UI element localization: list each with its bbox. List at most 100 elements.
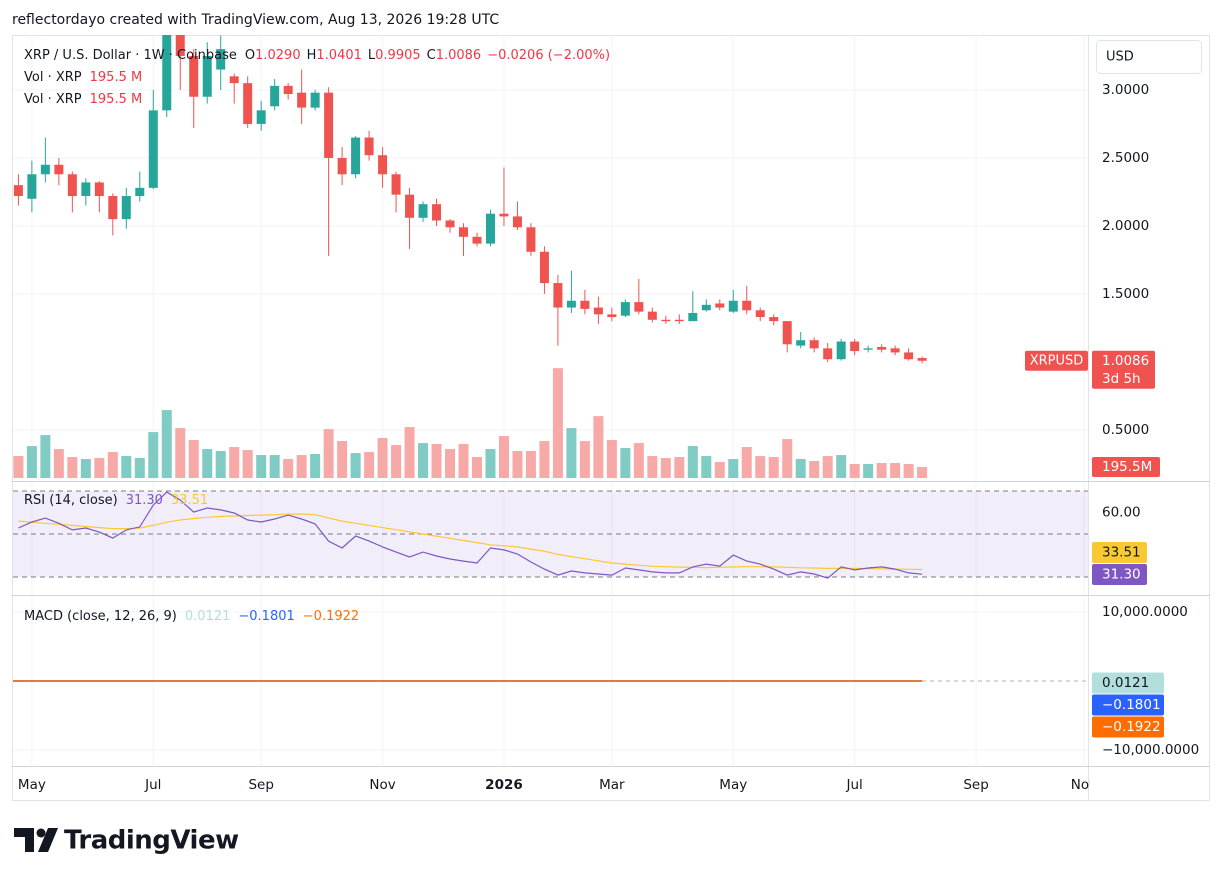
brand-logo: TradingView	[14, 826, 240, 856]
volume-bar	[40, 435, 51, 478]
brand-name: TradingView	[64, 826, 239, 856]
volume-bar	[337, 441, 348, 478]
volume-bar	[741, 447, 752, 478]
volume-bar	[876, 463, 887, 478]
candle-body	[742, 300, 752, 311]
volume-bar	[458, 444, 469, 478]
volume-bar	[283, 459, 294, 478]
logo-shape	[14, 828, 34, 852]
candle-body	[54, 164, 64, 175]
candle-body	[202, 55, 212, 97]
grid	[13, 35, 1088, 765]
volume-bar	[917, 466, 928, 478]
volume-bar	[795, 459, 806, 478]
volume-value: 195.5 M	[90, 70, 143, 85]
volume-bar	[674, 457, 685, 478]
volume-bar	[350, 453, 361, 478]
macd-hist-value: 0.0121	[185, 609, 231, 624]
candle-body	[135, 187, 145, 197]
currency-label[interactable]: USD	[1106, 50, 1134, 65]
volume-bar	[849, 464, 860, 478]
candle-body	[836, 341, 846, 360]
volume-bar	[809, 461, 820, 478]
candle-body	[216, 49, 226, 70]
volume-bar	[755, 456, 766, 478]
x-tick-label: May	[719, 777, 747, 793]
candle-body	[809, 340, 819, 349]
candle-body	[526, 227, 536, 252]
candle-body	[108, 196, 118, 220]
x-tick-label: May	[18, 777, 46, 793]
candle-body	[850, 341, 860, 352]
volume-bar	[620, 448, 631, 478]
candle-body	[243, 83, 253, 124]
volume-bar	[13, 456, 24, 478]
volume-bar	[768, 457, 779, 478]
attribution: reflectordayo created with TradingView.c…	[12, 12, 499, 28]
macd-legend: MACD (close, 12, 26, 9) 0.0121 −0.1801 −0.1…	[24, 609, 359, 624]
candle-body	[364, 137, 374, 156]
candle-body	[728, 300, 738, 312]
volume-bar	[593, 416, 604, 478]
volume-bar	[26, 446, 37, 478]
y-tick-label: 2.5000	[1102, 150, 1149, 166]
legend-key: L	[368, 48, 376, 63]
legend-key: C	[427, 48, 436, 63]
candle-body	[459, 227, 469, 237]
volume-bar	[121, 456, 132, 478]
volume-bar	[175, 428, 186, 478]
volume-bar	[822, 456, 833, 478]
candle-body	[580, 300, 590, 309]
countdown: 3d 5h	[1102, 371, 1141, 387]
candle-body	[13, 185, 23, 197]
legend-key: H	[307, 48, 317, 63]
legend-low: 0.9905	[375, 48, 421, 63]
volume-bar	[836, 455, 847, 478]
volume-name: Vol · XRP	[24, 70, 82, 85]
volume-bar	[431, 444, 442, 478]
macd-signal-value: −0.1922	[303, 609, 359, 624]
volume-value: 195.5 M	[90, 92, 143, 107]
volume-bar	[728, 459, 739, 478]
x-tick-label: Nov	[1071, 777, 1097, 793]
rsi-ma-tag: 33.51	[1102, 545, 1141, 561]
volume-tag-bg	[1092, 457, 1160, 477]
volume-bar	[53, 449, 64, 478]
candle-body	[553, 283, 563, 308]
volume-bar	[633, 443, 644, 478]
macd-name: MACD (close, 12, 26, 9)	[24, 609, 177, 624]
candle-body	[661, 319, 671, 322]
candle-body	[229, 76, 239, 84]
candle-body	[148, 110, 158, 188]
legend-open: 1.0290	[255, 48, 301, 63]
volume-bar	[512, 451, 523, 478]
candle-body	[917, 358, 927, 361]
volume-legend: Vol · XRP 195.5 M	[24, 92, 142, 107]
rsi-tag: 31.30	[1102, 567, 1141, 583]
macd-tag: −0.1922	[1102, 719, 1161, 735]
volume-bar	[67, 457, 78, 478]
volume-bar	[188, 440, 199, 478]
volume-bar	[391, 445, 402, 478]
x-tick-label: Jul	[144, 777, 161, 793]
volume-bar	[498, 436, 509, 478]
candle-body	[674, 319, 684, 322]
volume-bar	[647, 456, 658, 478]
volume-bar	[364, 452, 375, 478]
volume-bar	[471, 457, 482, 478]
x-tick-label: Sep	[248, 777, 273, 793]
symbol: XRP / U.S. Dollar · 1W · Coinbase	[24, 48, 237, 63]
volume-bar	[579, 441, 590, 478]
volume-bar	[687, 446, 698, 478]
logo-shape	[36, 828, 46, 838]
volume-bar	[323, 429, 334, 478]
y-tick-label: 1.5000	[1102, 286, 1149, 302]
chart-frame	[12, 35, 1210, 801]
currency-button[interactable]	[1096, 40, 1202, 74]
volume-bar	[134, 458, 145, 478]
volume-bar	[890, 463, 901, 478]
x-tick-label: Jul	[846, 777, 863, 793]
volume-bar	[714, 462, 725, 478]
